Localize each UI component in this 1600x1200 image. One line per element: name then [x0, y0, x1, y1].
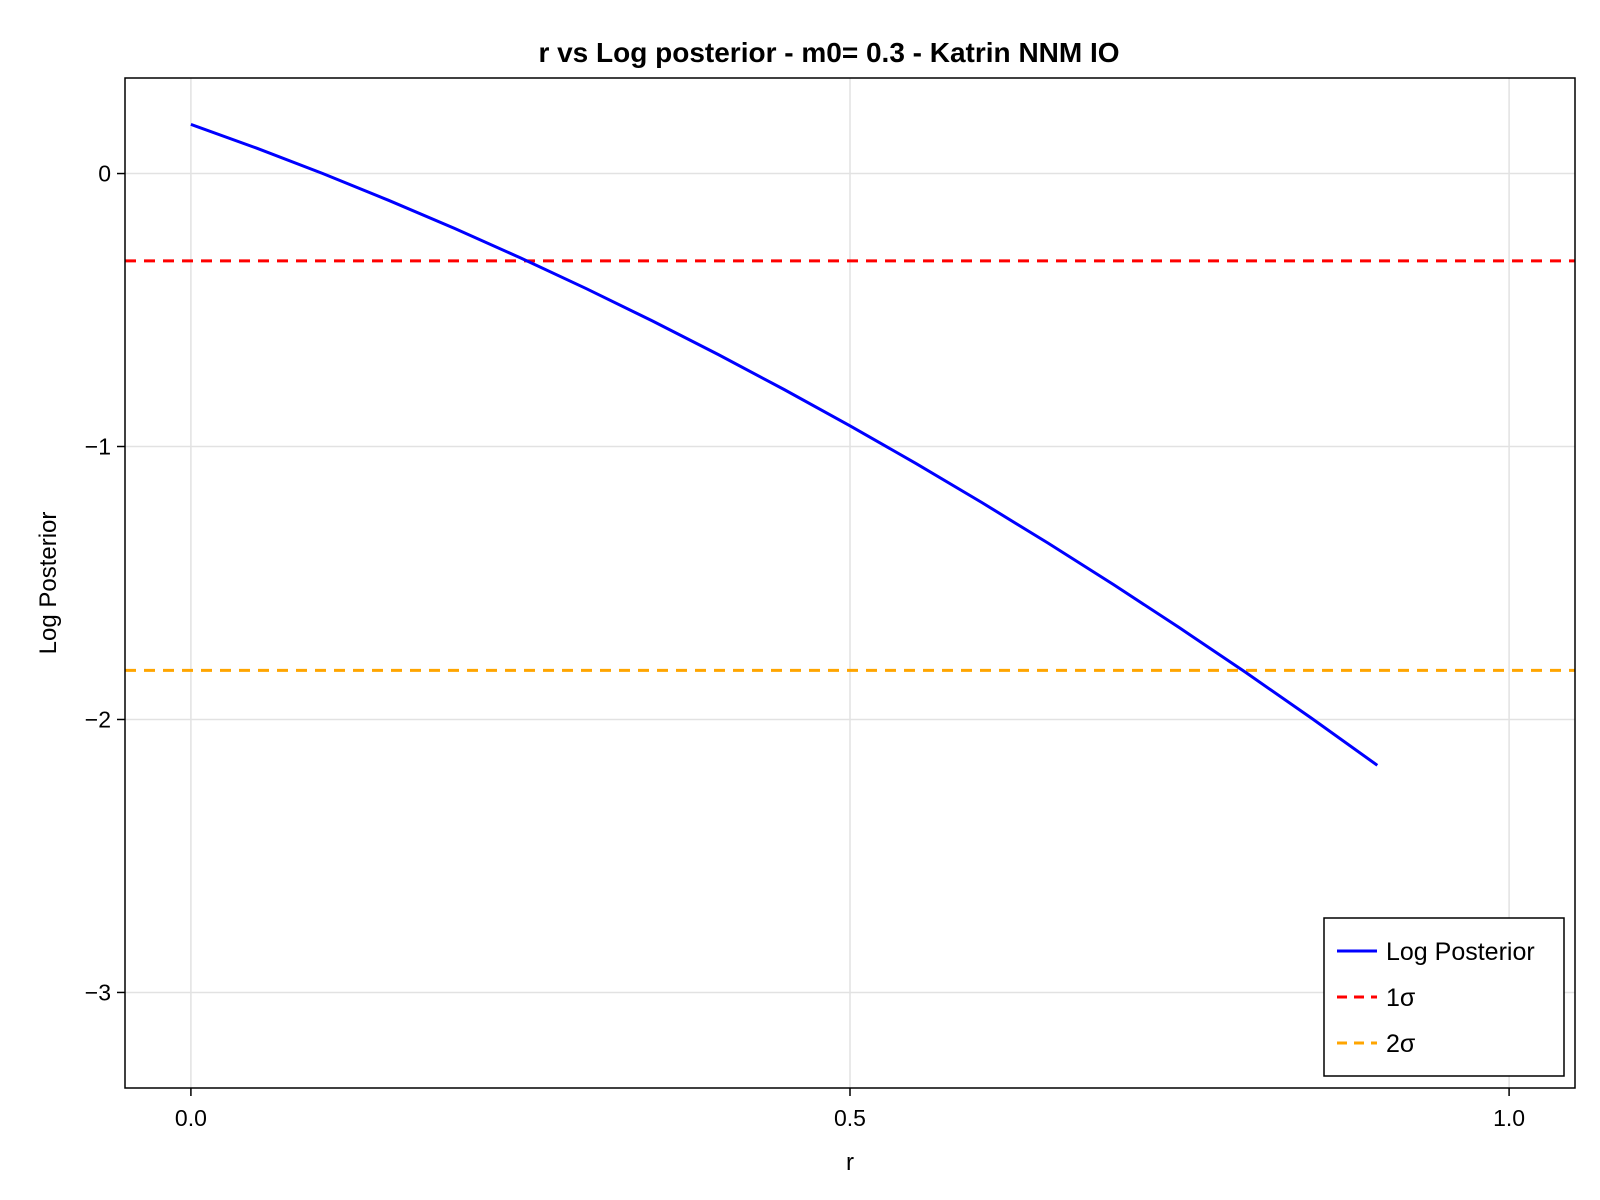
- legend-label-2sigma: 2σ: [1386, 1030, 1416, 1058]
- y-tick-label: 0: [98, 161, 111, 187]
- ticks: 0.0 0.5 1.0 0 −1 −2 −3: [85, 161, 1525, 1131]
- y-tick-label: −1: [85, 434, 111, 460]
- x-tick-label: 1.0: [1493, 1105, 1525, 1131]
- legend: Log Posterior 1σ 2σ: [1323, 917, 1565, 1077]
- x-axis-label: r: [846, 1149, 854, 1176]
- plot-data: [125, 122, 1575, 767]
- y-tick-label: −3: [85, 979, 111, 1005]
- series-line-log-posterior: [190, 122, 1379, 767]
- x-tick-label: 0.5: [834, 1105, 866, 1131]
- y-axis-label: Log Posterior: [35, 512, 62, 655]
- chart-title: r vs Log posterior - m0= 0.3 - Katrin NN…: [538, 37, 1119, 68]
- legend-label-1sigma: 1σ: [1386, 984, 1416, 1012]
- y-tick-label: −2: [85, 706, 111, 732]
- legend-label-log-posterior: Log Posterior: [1386, 938, 1535, 966]
- x-tick-label: 0.0: [175, 1105, 207, 1131]
